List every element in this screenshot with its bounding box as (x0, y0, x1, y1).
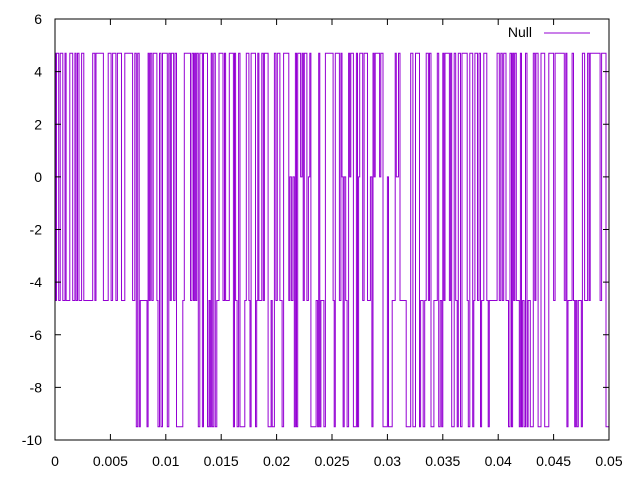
y-tick-label: -4 (30, 274, 43, 290)
x-tick-label: 0.025 (314, 453, 349, 469)
y-tick-label: 0 (34, 169, 42, 185)
axis-ticks (54, 18, 610, 441)
y-tick-label: 6 (34, 11, 42, 27)
x-tick-labels: 0 0.005 0.01 0.015 0.02 0.025 0.03 0.035 0.04 0.0… (51, 453, 623, 469)
y-tick-label: -2 (30, 222, 43, 238)
x-tick-label: 0.02 (263, 453, 290, 469)
x-tick-label: 0.04 (485, 453, 512, 469)
y-tick-labels: 6 4 2 0 -2 -4 -6 -8 -10 (22, 11, 42, 448)
x-tick-label: 0 (51, 453, 59, 469)
x-tick-label: 0.035 (425, 453, 460, 469)
legend-label-null: Null (508, 24, 532, 40)
series-null-line (54, 52, 610, 428)
y-tick-label: -8 (30, 379, 43, 395)
y-tick-label: 2 (34, 116, 42, 132)
series-line-null (54, 52, 610, 428)
y-tick-label: 4 (34, 64, 42, 80)
y-tick-label: -10 (22, 432, 42, 448)
x-tick-label: 0.03 (374, 453, 401, 469)
x-tick-label: 0.01 (152, 453, 179, 469)
x-tick-label: 0.005 (93, 453, 128, 469)
x-tick-label: 0.045 (536, 453, 571, 469)
x-tick-label: 0.05 (595, 453, 622, 469)
x-tick-label: 0.015 (204, 453, 239, 469)
y-tick-label: -6 (30, 327, 43, 343)
legend: Null (508, 24, 590, 40)
